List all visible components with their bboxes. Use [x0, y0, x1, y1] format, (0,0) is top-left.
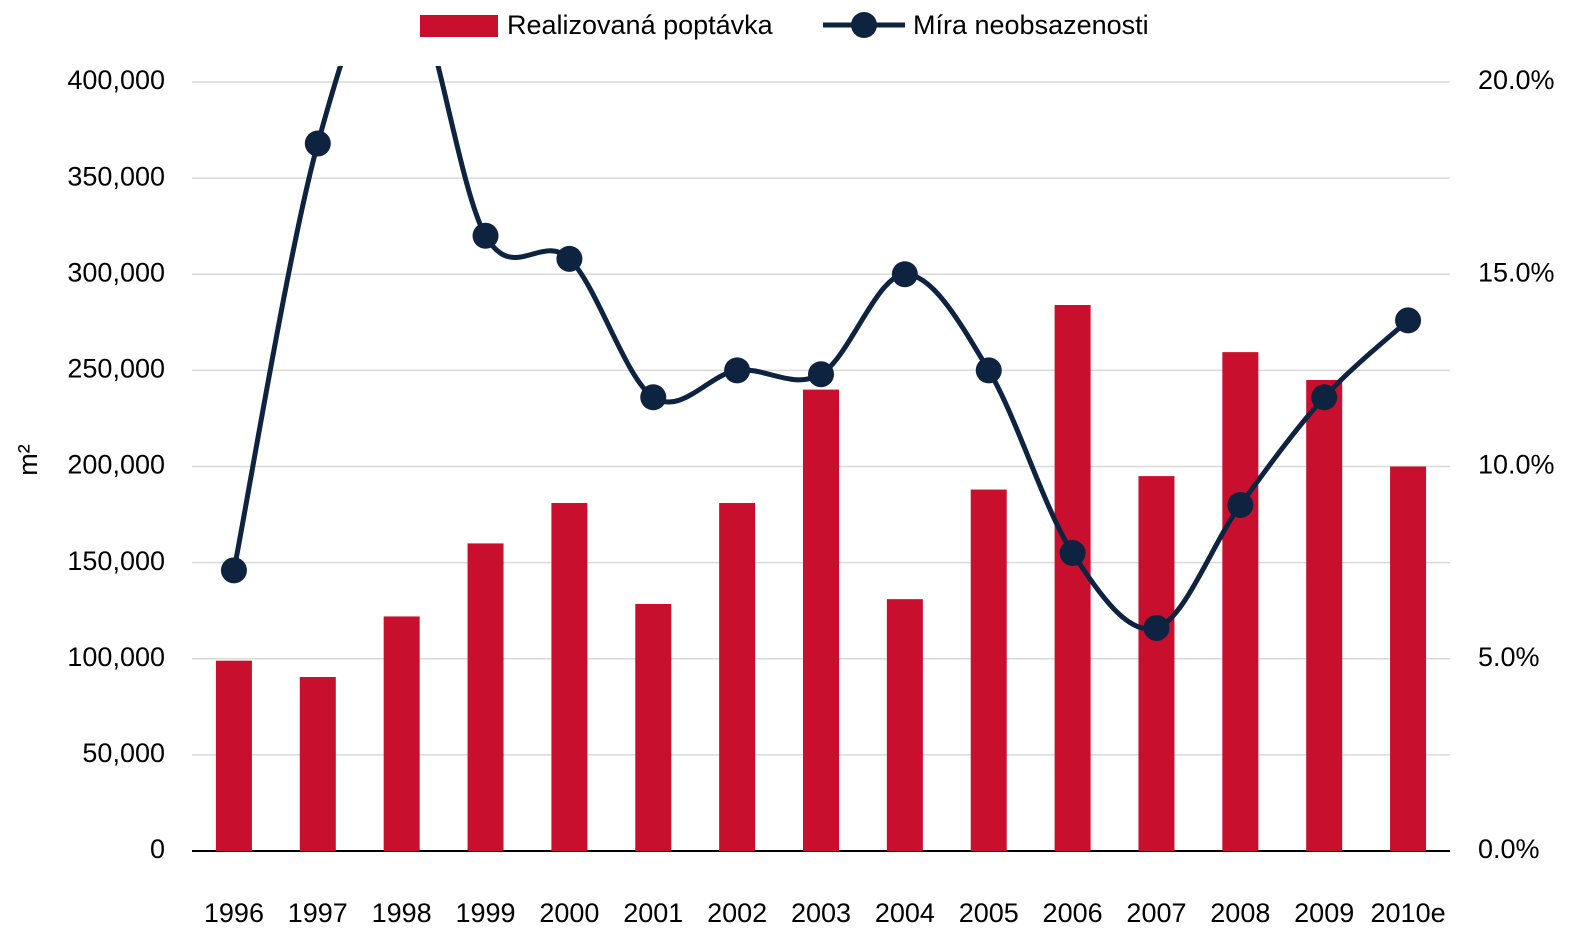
y2-tick-label: 5.0% — [1478, 642, 1540, 672]
line-marker — [1143, 614, 1170, 641]
x-tick-label: 2005 — [959, 898, 1019, 928]
line-marker — [891, 261, 918, 288]
bar — [467, 543, 504, 851]
bar — [719, 503, 756, 851]
line-marker — [1059, 540, 1086, 567]
line-marker — [1227, 491, 1254, 518]
y-tick-label: 200,000 — [67, 450, 165, 480]
line-marker — [724, 357, 751, 384]
line-marker — [1395, 307, 1422, 334]
y-tick-label: 0 — [150, 834, 165, 864]
bar — [803, 389, 839, 851]
legend-label: Míra neobsazenosti — [913, 10, 1149, 40]
x-tick-label: 2007 — [1126, 898, 1186, 928]
x-tick-label: 2003 — [791, 898, 851, 928]
x-tick-label: 1998 — [372, 898, 432, 928]
x-tick-label: 2004 — [875, 898, 935, 928]
x-tick-label: 2006 — [1043, 898, 1103, 928]
line-marker — [304, 130, 331, 157]
bar — [970, 489, 1007, 851]
bar — [1138, 476, 1175, 851]
y2-tick-label: 15.0% — [1478, 257, 1555, 287]
bar — [1390, 466, 1427, 851]
x-tick-label: 2000 — [539, 898, 599, 928]
legend-label: Realizovaná poptávka — [507, 10, 774, 40]
line-marker — [472, 222, 499, 249]
y2-tick-label: 0.0% — [1478, 834, 1540, 864]
bar — [1306, 379, 1343, 851]
y-tick-label: 100,000 — [67, 642, 165, 672]
x-tick-label: 2010e — [1371, 898, 1446, 928]
bar — [635, 603, 672, 851]
bar — [551, 503, 588, 851]
line-marker — [556, 245, 583, 272]
y-tick-label: 50,000 — [82, 738, 165, 768]
line-series — [220, 66, 1422, 641]
x-tick-label: 2008 — [1210, 898, 1270, 928]
x-tick-label: 2001 — [623, 898, 683, 928]
line-marker — [220, 557, 247, 584]
bar — [383, 616, 420, 851]
y2-tick-label: 10.0% — [1478, 450, 1555, 480]
y-tick-label: 350,000 — [67, 161, 165, 191]
bar — [215, 660, 252, 851]
bar — [1054, 305, 1091, 851]
y-tick-label: 300,000 — [67, 257, 165, 287]
bar — [1222, 352, 1259, 851]
legend-swatch — [420, 15, 498, 37]
line — [231, 66, 1410, 632]
y-tick-label: 150,000 — [67, 546, 165, 576]
line-marker — [975, 357, 1002, 384]
y-axis-label: m² — [13, 444, 43, 475]
line-marker — [640, 384, 667, 411]
y-tick-label: 250,000 — [67, 354, 165, 384]
bar — [886, 599, 923, 851]
line-marker — [808, 361, 834, 388]
bar — [299, 677, 336, 851]
x-tick-label: 1996 — [204, 898, 264, 928]
line-marker — [1311, 384, 1338, 411]
legend-swatch — [851, 12, 877, 38]
x-tick-label: 1999 — [455, 898, 515, 928]
x-tick-label: 2009 — [1294, 898, 1354, 928]
x-tick-label: 1997 — [288, 898, 348, 928]
y2-tick-label: 20.0% — [1478, 65, 1555, 95]
x-tick-label: 2002 — [707, 898, 767, 928]
y-tick-label: 400,000 — [67, 65, 165, 95]
